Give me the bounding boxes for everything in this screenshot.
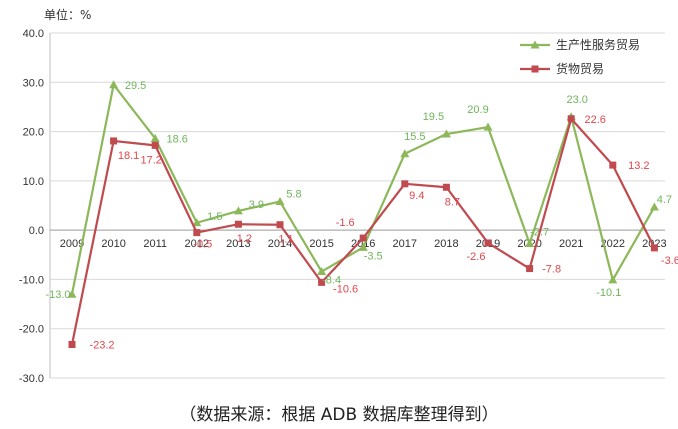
data-label: -10.6: [333, 283, 358, 295]
data-point: [68, 340, 76, 348]
data-point: [317, 267, 327, 276]
data-label: -8.4: [322, 275, 341, 287]
data-label: -13.0: [45, 289, 70, 301]
data-point: [401, 180, 409, 188]
data-point: [110, 137, 118, 145]
x-tick-label: 2018: [434, 238, 458, 250]
x-tick-label: 2014: [268, 238, 292, 250]
data-point: [400, 149, 410, 158]
unit-label: 单位：%: [44, 7, 91, 22]
data-label: -2.6: [467, 251, 486, 263]
data-point: [150, 133, 160, 142]
data-label: 3.9: [249, 199, 264, 211]
y-tick-label: -20.0: [19, 324, 44, 336]
y-tick-label: 10.0: [23, 176, 44, 188]
y-tick-label: 20.0: [23, 127, 44, 139]
legend-label: 生产性服务贸易: [556, 37, 640, 52]
data-label: -2.7: [530, 226, 549, 238]
data-point: [442, 183, 450, 191]
data-point: [359, 234, 367, 242]
data-point: [484, 239, 492, 247]
data-label: -10.1: [596, 287, 621, 299]
data-point: [67, 289, 77, 298]
data-point: [276, 221, 284, 229]
data-point: [109, 80, 119, 89]
y-axis-ticks: 40.0 30.0 20.0 10.0 0.0 -10.0 -20.0 -30.0: [19, 28, 44, 385]
x-tick-label: 2017: [393, 238, 417, 250]
x-tick-label: 2023: [642, 238, 666, 250]
data-label: 1.5: [207, 211, 222, 223]
data-point: [275, 197, 285, 206]
data-label: -1.6: [336, 217, 355, 229]
data-point: [609, 161, 617, 169]
x-tick-label: 2012: [185, 238, 209, 250]
data-point: [234, 220, 242, 228]
data-point: [649, 202, 659, 211]
data-label: -23.2: [89, 339, 114, 351]
data-point: [318, 278, 326, 286]
data-label: 5.8: [286, 189, 301, 201]
x-tick-label: 2013: [226, 238, 250, 250]
y-tick-label: 30.0: [23, 77, 44, 89]
data-point: [608, 275, 618, 284]
data-label: -0.5: [193, 239, 212, 251]
data-label: 23.0: [566, 94, 587, 106]
data-label: 19.5: [423, 111, 444, 123]
legend-marker: [531, 65, 539, 73]
data-point: [233, 206, 243, 215]
y-tick-label: 40.0: [23, 28, 44, 40]
data-label: -3.6: [661, 255, 678, 267]
data-point: [151, 141, 159, 149]
source-note: （数据来源：根据 ADB 数据库整理得到）: [179, 405, 499, 425]
data-label: 18.6: [166, 133, 187, 145]
data-label: 29.5: [125, 80, 146, 92]
data-label: -7.8: [542, 264, 561, 276]
data-point: [567, 115, 575, 123]
data-label: 15.5: [404, 131, 425, 143]
data-label: 22.6: [584, 114, 605, 126]
gridlines: [49, 32, 665, 379]
data-label: 1.1: [278, 234, 293, 246]
series-group: [67, 80, 659, 348]
x-tick-label: 2015: [309, 238, 333, 250]
series-line-1: [70, 117, 656, 345]
x-tick-label: 2021: [559, 238, 583, 250]
data-label: 13.2: [628, 160, 649, 172]
data-label: 8.7: [445, 196, 460, 208]
data-label: 4.7: [657, 194, 672, 206]
x-tick-label: 2011: [143, 238, 167, 250]
data-label: 9.4: [409, 190, 424, 202]
x-tick-label: 2022: [601, 238, 625, 250]
data-label: 1.2: [237, 233, 252, 245]
data-label: 18.1: [118, 150, 139, 162]
data-point: [525, 238, 535, 247]
data-label: 20.9: [467, 104, 488, 116]
data-point: [192, 218, 202, 227]
y-tick-label: -30.0: [19, 373, 44, 385]
legend-marker: [530, 40, 540, 49]
x-tick-label: 2010: [101, 238, 125, 250]
data-point: [483, 122, 493, 131]
data-point: [441, 129, 451, 138]
y-tick-label: -10.0: [19, 274, 44, 286]
data-label: 17.2: [140, 154, 161, 166]
series-line-0: [70, 83, 656, 295]
data-point: [193, 229, 201, 237]
y-tick-label: 0.0: [29, 225, 44, 237]
legend-label: 货物贸易: [556, 61, 604, 76]
data-point: [358, 242, 368, 251]
data-labels: -13.0 29.5 18.6 1.5 3.9 5.8 -8.4 -3.5 15.5 19.5 20…: [45, 80, 678, 352]
data-label: -3.5: [364, 250, 383, 262]
x-tick-label: 2009: [60, 238, 84, 250]
data-point: [650, 244, 658, 252]
data-point: [526, 265, 534, 273]
